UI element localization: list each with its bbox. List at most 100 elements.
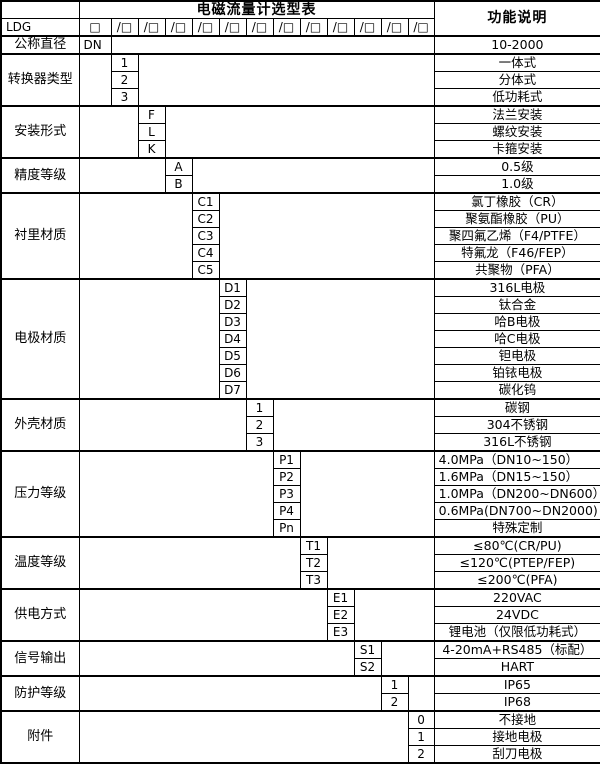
function-desc: 特殊定制: [433, 519, 600, 538]
function-desc: 1.0级: [433, 175, 600, 194]
code-cell: D4: [218, 330, 247, 348]
code-cell: E1: [326, 588, 355, 607]
function-desc: ≤120℃(PTEP/FEP): [433, 554, 600, 572]
category-label: 电极材质: [0, 278, 80, 400]
category-label: 信号输出: [0, 640, 80, 677]
model-slot-box: /□: [326, 18, 355, 37]
code-cell: S2: [353, 658, 382, 677]
category-label: 温度等级: [0, 536, 80, 590]
code-cell: T1: [299, 536, 328, 555]
model-slot-box: /□: [137, 18, 166, 37]
function-desc: 接地电极: [433, 728, 600, 746]
function-desc: 碳钢: [433, 398, 600, 417]
model-slot-box: /□: [191, 18, 220, 37]
function-desc: 304不锈钢: [433, 416, 600, 434]
code-cell: D5: [218, 347, 247, 365]
function-desc: 1.6MPa（DN15~150）: [433, 468, 600, 486]
function-desc: 法兰安装: [433, 105, 600, 124]
model-slot-box: /□: [245, 18, 274, 37]
code-cell: 2: [110, 71, 139, 89]
function-desc: HART: [433, 658, 600, 677]
code-cell: D1: [218, 278, 247, 297]
function-desc: 不接地: [433, 710, 600, 729]
code-cell: T3: [299, 571, 328, 590]
filler-cell: [78, 398, 247, 452]
function-desc: ≤200℃(PFA): [433, 571, 600, 590]
function-desc: 碳化钨: [433, 381, 600, 400]
code-cell: 2: [245, 416, 274, 434]
function-desc: 钛合金: [433, 296, 600, 314]
filler-cell: [191, 157, 435, 194]
function-desc: IP68: [433, 693, 600, 712]
code-cell: K: [137, 140, 166, 159]
function-desc: 哈B电极: [433, 313, 600, 331]
function-desc: 聚氨酯橡胶（PU）: [433, 210, 600, 228]
code-cell: D3: [218, 313, 247, 331]
filler-cell: [78, 53, 112, 107]
category-label: 转换器类型: [0, 53, 80, 107]
code-cell: P3: [272, 485, 301, 503]
function-desc: 氯丁橡胶（CR）: [433, 192, 600, 211]
function-desc: 锂电池（仅限低功耗式）: [433, 623, 600, 642]
model-slot-box: /□: [218, 18, 247, 37]
function-desc: 1.0MPa（DN200~DN600）: [433, 485, 600, 503]
filler-cell: [78, 157, 166, 194]
category-label: 安装形式: [0, 105, 80, 159]
category-label: 供电方式: [0, 588, 80, 642]
function-desc: 铂铱电极: [433, 364, 600, 382]
code-cell: L: [137, 123, 166, 141]
filler-cell: [78, 710, 409, 764]
filler-cell: [110, 35, 435, 55]
table-title: 电磁流量计选型表: [78, 0, 435, 19]
code-cell: P2: [272, 468, 301, 486]
function-desc: 分体式: [433, 71, 600, 89]
function-desc: 4.0MPa（DN10~150）: [433, 450, 600, 469]
function-desc: 刮刀电极: [433, 745, 600, 764]
category-label: 精度等级: [0, 157, 80, 194]
code-cell: 1: [245, 398, 274, 417]
filler-cell: [78, 536, 301, 590]
function-desc: 哈C电极: [433, 330, 600, 348]
code-cell: 0: [407, 710, 435, 729]
code-cell: D7: [218, 381, 247, 400]
code-cell: B: [164, 175, 193, 194]
function-desc: 10-2000: [433, 35, 600, 55]
code-cell: 3: [245, 433, 274, 452]
code-cell: DN: [78, 35, 112, 55]
model-slot-box: /□: [380, 18, 409, 37]
filler-cell: [272, 398, 435, 452]
function-desc: 卡箍安装: [433, 140, 600, 159]
function-desc: 共聚物（PFA）: [433, 261, 600, 280]
corner-cell: [0, 0, 80, 19]
filler-cell: [78, 640, 355, 677]
function-desc: 0.6MPa(DN700~DN2000): [433, 502, 600, 520]
category-label: 衬里材质: [0, 192, 80, 280]
model-slot-box: /□: [110, 18, 139, 37]
code-cell: A: [164, 157, 193, 176]
filler-cell: [245, 278, 435, 400]
function-desc: 低功耗式: [433, 88, 600, 107]
filler-cell: [164, 105, 435, 159]
code-cell: C3: [191, 227, 220, 245]
category-label: 附件: [0, 710, 80, 764]
code-cell: F: [137, 105, 166, 124]
filler-cell: [78, 105, 139, 159]
code-cell: 2: [407, 745, 435, 764]
category-label: 公称直径: [0, 35, 80, 55]
function-desc: 特氟龙（F46/FEP）: [433, 244, 600, 262]
model-slot-box: /□: [299, 18, 328, 37]
filler-cell: [353, 588, 435, 642]
function-desc: 0.5级: [433, 157, 600, 176]
category-label: 压力等级: [0, 450, 80, 538]
filler-cell: [299, 450, 435, 538]
filler-cell: [78, 192, 193, 280]
function-desc: 220VAC: [433, 588, 600, 607]
category-label: 防护等级: [0, 675, 80, 712]
code-cell: 1: [407, 728, 435, 746]
function-desc: 24VDC: [433, 606, 600, 624]
code-cell: 2: [380, 693, 409, 712]
model-prefix: LDG: [0, 18, 80, 37]
code-cell: D6: [218, 364, 247, 382]
function-desc: IP65: [433, 675, 600, 694]
filler-cell: [407, 675, 435, 712]
